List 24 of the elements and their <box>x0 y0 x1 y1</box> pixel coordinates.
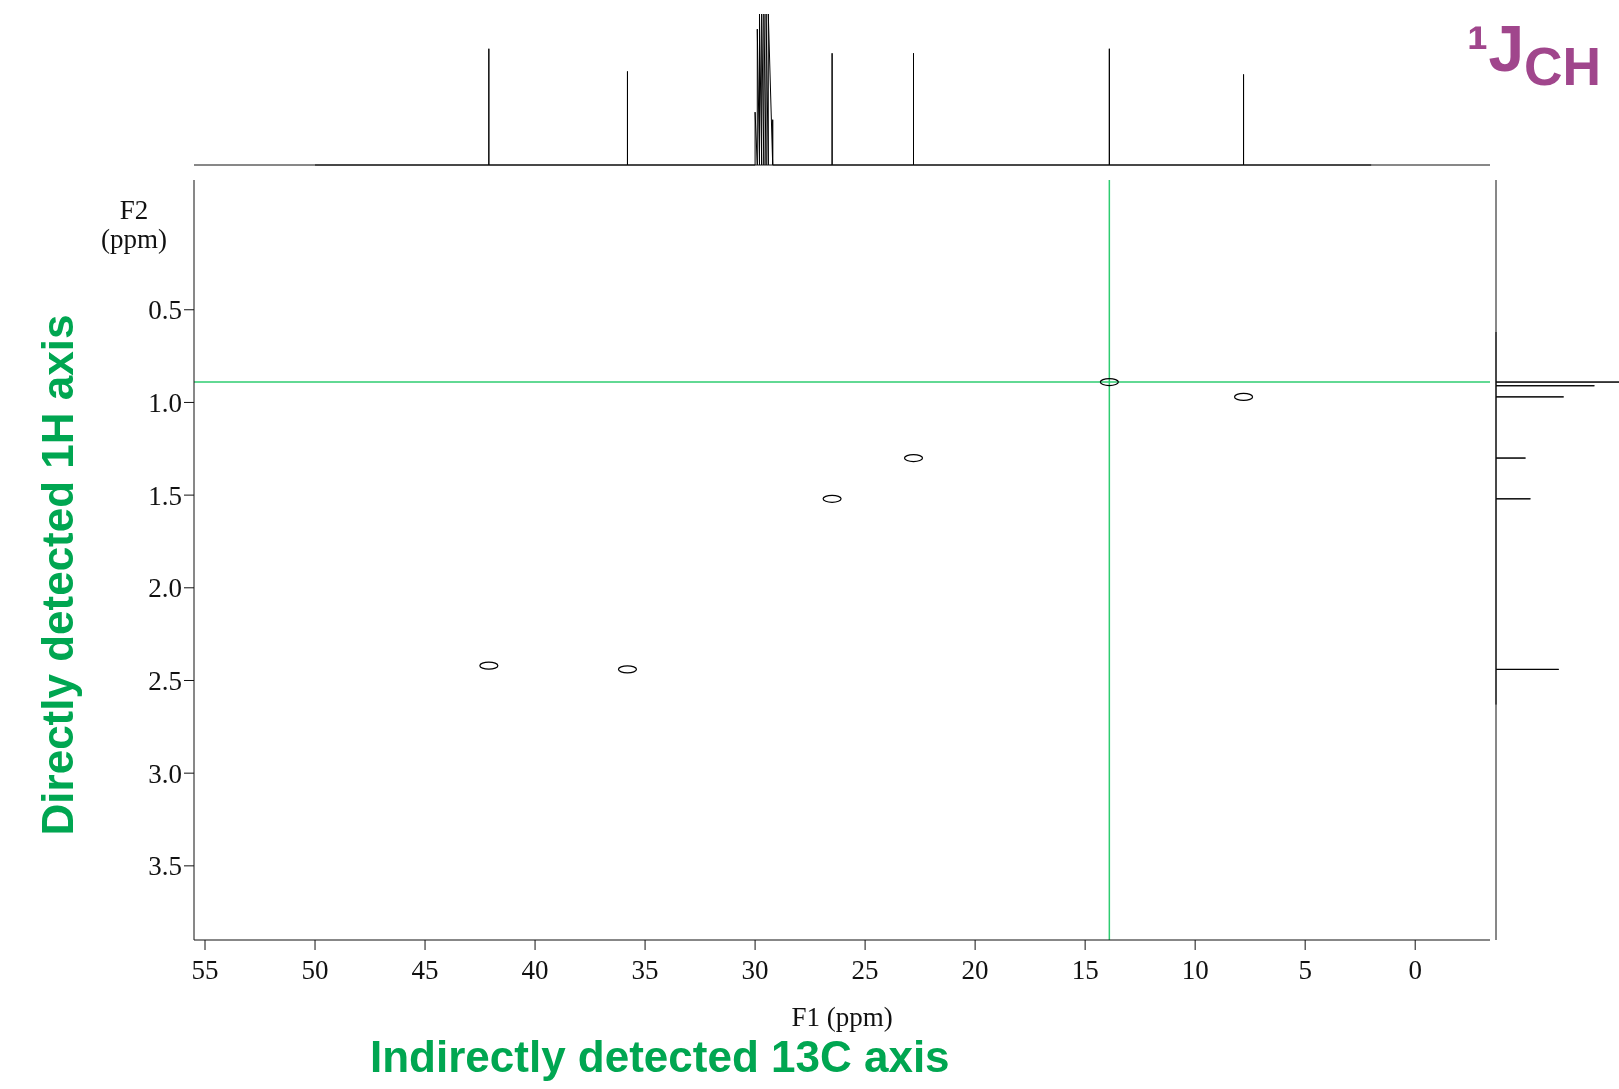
y-tick-label: 3.0 <box>148 758 182 789</box>
x-tick-label: 50 <box>301 955 329 986</box>
text: Indirectly detected 13C axis <box>370 1032 950 1082</box>
x-tick-label: 0 <box>1408 955 1422 986</box>
y-tick-label: 2.5 <box>148 666 182 697</box>
y-tick-label: 2.0 <box>148 573 182 604</box>
y-tick-label: 1.0 <box>148 388 182 419</box>
y-axis-title: F2 (ppm) <box>100 195 168 254</box>
y-tick-label: 0.5 <box>148 295 182 326</box>
x-tick-label: 15 <box>1071 955 1099 986</box>
x-tick-label: 25 <box>851 955 879 986</box>
y-tick-label: 1.5 <box>148 480 182 511</box>
x-tick-label: 45 <box>411 955 439 986</box>
text: Directly detected 1H axis <box>33 314 83 836</box>
x-tick-label: 20 <box>961 955 989 986</box>
x-tick-label: 40 <box>521 955 549 986</box>
x-tick-label: 35 <box>631 955 659 986</box>
x-tick-label: 30 <box>741 955 769 986</box>
x-tick-label: 55 <box>191 955 219 986</box>
x-tick-label: 10 <box>1181 955 1209 986</box>
x-axis-title: F1 (ppm) <box>791 1002 893 1032</box>
x-tick-label: 5 <box>1298 955 1312 986</box>
chart-title: ¹J$_{CH}$ <box>1467 12 1601 97</box>
y-tick-label: 3.5 <box>148 851 182 882</box>
